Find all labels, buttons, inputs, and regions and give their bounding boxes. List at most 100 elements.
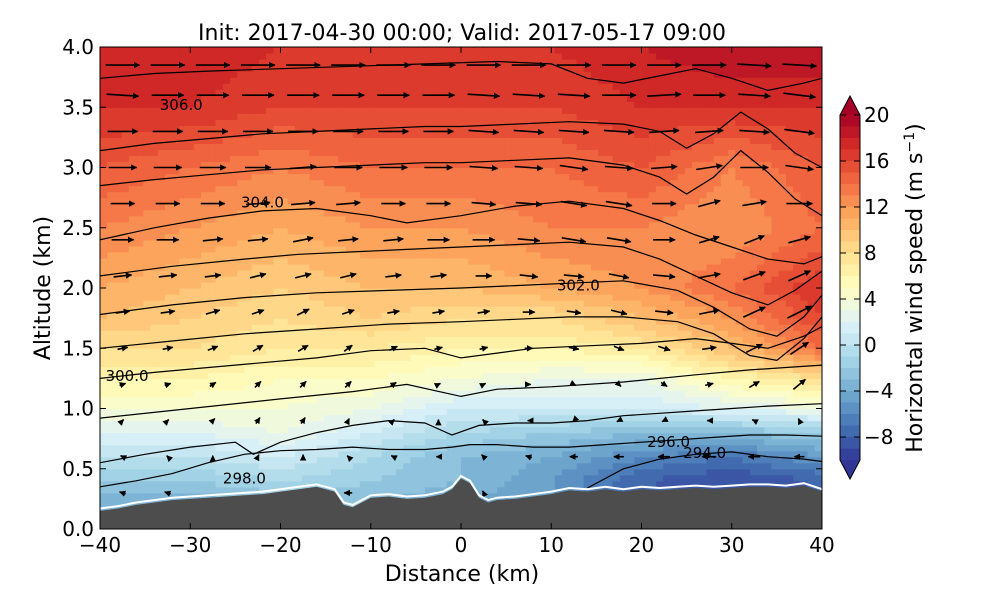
terrain-fill <box>100 478 822 529</box>
wind-vector <box>432 308 446 316</box>
wind-vector <box>660 380 668 388</box>
wind-vector <box>559 164 589 172</box>
wind-vector <box>695 127 724 135</box>
wind-vector <box>115 308 131 316</box>
wind-vector <box>118 490 127 497</box>
colorbar-extend-max <box>840 96 860 115</box>
theta-contour <box>100 403 822 464</box>
wind-vector <box>604 164 634 172</box>
colorbar-tick-label: 4 <box>864 287 877 311</box>
y-tick-label: 3.0 <box>62 156 94 180</box>
wind-vector <box>338 236 359 243</box>
wind-vector <box>430 272 448 279</box>
terrain <box>100 474 822 529</box>
wind-vector <box>563 273 585 280</box>
colorbar: −8 −4 0 4 8 12 16 20 Horizontal wind speed (m s… <box>839 94 928 481</box>
x-tick-label: 20 <box>629 533 654 557</box>
colorbar-tick-label: −8 <box>864 425 893 449</box>
theta-contour <box>100 280 822 337</box>
wind-vector <box>788 235 812 244</box>
colorbar-outline <box>839 94 861 481</box>
wind-vector <box>387 308 400 316</box>
wind-vector <box>468 128 500 136</box>
chart-title: Init: 2017-04-30 00:00; Valid: 2017-05-1… <box>198 21 726 46</box>
contour-label: 294.0 <box>683 444 726 462</box>
wind-vector <box>787 305 812 319</box>
wind-vector <box>434 345 444 352</box>
wind-vector <box>512 92 546 100</box>
wind-vector <box>340 272 357 279</box>
wind-vector <box>557 92 591 100</box>
wind-vector <box>616 416 624 423</box>
wind-vector <box>699 308 720 315</box>
wind-vector <box>566 309 582 316</box>
wind-vector <box>481 454 488 462</box>
colorbar-label-close: ) <box>903 123 928 132</box>
colorbar-label-exp: −1 <box>902 132 918 153</box>
wind-vector <box>697 199 721 208</box>
colorbar-tick-label: 20 <box>864 103 889 127</box>
wind-vector <box>253 454 260 462</box>
wind-vector <box>748 380 760 389</box>
colorbar-ticks: −8 −4 0 4 8 12 16 20 <box>840 103 893 449</box>
wind-vector <box>336 199 361 207</box>
wind-vector <box>742 199 767 207</box>
wind-vector <box>290 163 317 171</box>
wind-vector <box>252 344 264 352</box>
wind-vector <box>653 273 676 280</box>
wind-vector <box>160 308 176 316</box>
wind-vector <box>158 272 178 279</box>
wind-vector <box>737 62 772 69</box>
wind-vector <box>783 92 817 100</box>
y-tick-label: 2.0 <box>62 276 94 300</box>
y-tick-label: 1.5 <box>62 336 94 360</box>
wind-vector <box>661 416 669 423</box>
wind-vector <box>162 419 170 426</box>
wind-vector <box>164 382 172 389</box>
wind-vector <box>651 163 678 171</box>
theta-contour <box>100 434 822 488</box>
x-tick-label: −30 <box>169 533 211 557</box>
wind-vector <box>251 308 265 315</box>
wind-vector <box>202 236 224 243</box>
wind-vector <box>519 273 539 280</box>
wind-vector <box>249 272 267 279</box>
wind-vector <box>119 382 127 389</box>
wind-vector <box>797 418 804 426</box>
wind-vector <box>744 234 765 245</box>
wind-vector <box>469 164 499 172</box>
wind-vector <box>698 271 721 279</box>
theta-contour <box>100 241 822 306</box>
y-axis-label: Altitude (km) <box>31 216 56 360</box>
wind-vector <box>696 163 723 171</box>
wind-vector <box>346 455 354 463</box>
wind-vector <box>655 309 674 316</box>
wind-vector <box>572 415 580 423</box>
y-tick-label: 0.5 <box>62 457 94 481</box>
wind-vector <box>649 127 680 134</box>
wind-vector <box>605 200 633 208</box>
wind-vector <box>698 235 720 244</box>
y-tick-label: 1.0 <box>62 397 94 421</box>
x-tick-label: −10 <box>350 533 392 557</box>
wind-vector <box>471 200 497 208</box>
colorbar-bar <box>840 115 860 460</box>
wind-vector <box>828 64 862 66</box>
wind-vector <box>294 272 312 279</box>
wind-vector <box>254 417 261 425</box>
wind-vector <box>390 454 398 462</box>
wind-vector <box>568 345 580 352</box>
wind-vector <box>606 237 632 245</box>
x-tick-label: 40 <box>809 533 834 557</box>
theta-contour <box>100 326 822 379</box>
wind-vector <box>120 454 128 462</box>
wind-vector <box>657 345 671 352</box>
x-tick-label: 10 <box>539 533 564 557</box>
y-tick-label: 3.5 <box>62 95 94 119</box>
theta-contour <box>100 364 822 419</box>
wind-vectors <box>105 61 862 498</box>
wind-vector <box>164 490 172 497</box>
wind-vector <box>292 235 314 243</box>
